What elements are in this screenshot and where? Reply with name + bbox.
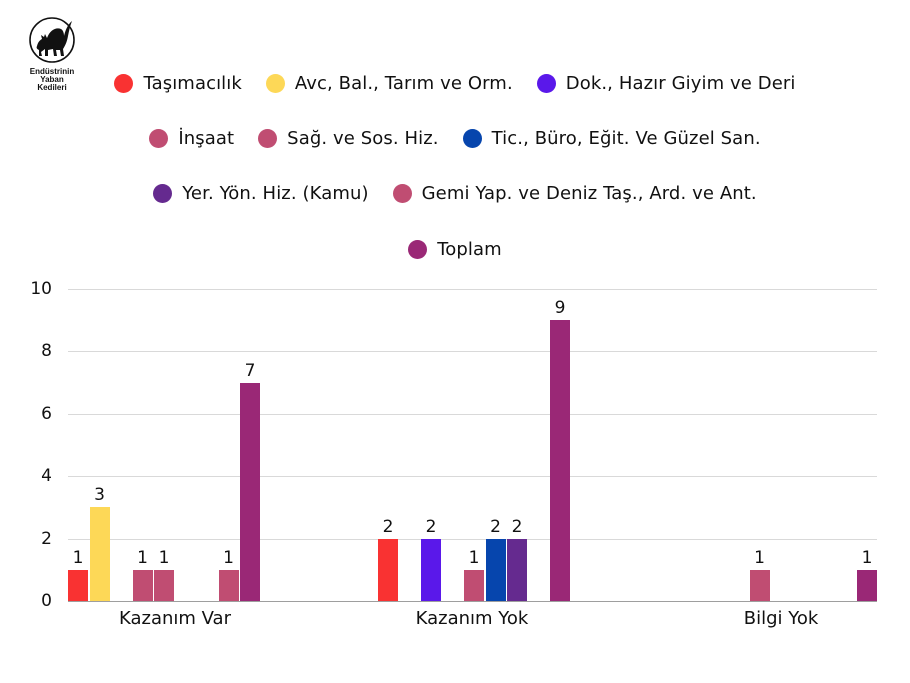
bar-value-label: 1 <box>137 547 148 568</box>
legend-item[interactable]: Toplam <box>408 239 502 260</box>
y-axis-tick-label: 4 <box>41 466 52 487</box>
bar-value-label: 1 <box>468 547 480 568</box>
bar[interactable] <box>550 320 570 601</box>
legend-label: Tic., Büro, Eğit. Ve Güzel San. <box>491 127 761 149</box>
legend-item[interactable]: İnşaat <box>149 128 234 149</box>
legend-item[interactable]: Taşımacılık <box>114 72 242 94</box>
bar[interactable] <box>749 569 770 601</box>
logo-text: Endüstrinin Yaban Kedileri <box>26 68 78 92</box>
bar[interactable] <box>218 569 239 601</box>
legend-swatch-icon <box>462 128 482 148</box>
legend-row: Toplam <box>0 238 910 260</box>
legend-item[interactable]: Yer. Yön. Hiz. (Kamu) <box>153 183 368 204</box>
legend-item[interactable]: Gemi Yap. ve Deniz Taş., Ard. ve Ant. <box>392 182 757 204</box>
bar-value-label: 2 <box>490 516 501 537</box>
black-cat-icon <box>29 17 75 63</box>
legend-swatch-icon <box>536 73 556 93</box>
y-axis-tick-label: 6 <box>41 403 52 424</box>
legend-label: Sağ. ve Sos. Hiz. <box>287 127 439 149</box>
bar-value-label: 3 <box>94 485 105 506</box>
legend-label: İnşaat <box>178 127 235 149</box>
bar-value-label: 2 <box>511 516 523 537</box>
y-axis-tick-label: 2 <box>41 528 52 549</box>
legend-swatch-icon <box>114 73 134 93</box>
logo-line-2: Yaban <box>40 75 64 84</box>
legend-item[interactable]: Avc, Bal., Tarım ve Orm. <box>265 72 513 94</box>
bar[interactable] <box>464 569 484 601</box>
x-axis-category-label: Kazanım Var <box>118 608 231 629</box>
legend-label: Yer. Yön. Hiz. (Kamu) <box>182 182 369 204</box>
gridline <box>68 476 877 478</box>
gridline <box>68 538 877 540</box>
bar-value-label: 1 <box>754 547 765 568</box>
legend-item[interactable]: Sağ. ve Sos. Hiz. <box>258 127 439 149</box>
bar[interactable] <box>421 538 441 601</box>
logo: Endüstrinin Yaban Kedileri <box>26 16 78 92</box>
legend-item[interactable]: Tic., Büro, Eğit. Ve Güzel San. <box>462 127 761 149</box>
legend-swatch-icon <box>153 183 173 203</box>
y-axis-tick-label: 8 <box>41 341 52 362</box>
bar[interactable] <box>485 538 506 601</box>
logo-line-3: Kedileri <box>37 83 67 92</box>
bar[interactable] <box>240 382 260 601</box>
legend-swatch-icon <box>258 128 278 148</box>
legend-row: İnşaat Sağ. ve Sos. Hiz. Tic., Büro, Eğit.… <box>0 127 910 149</box>
y-axis-tick-label: 10 <box>30 279 52 299</box>
legend-label: Gemi Yap. ve Deniz Taş., Ard. ve Ant. <box>421 182 757 204</box>
bar-value-label: 1 <box>158 547 170 568</box>
legend-row: Yer. Yön. Hiz. (Kamu) Gemi Yap. ve Deniz … <box>0 182 910 204</box>
bar[interactable] <box>857 569 877 601</box>
logo-line-1: Endüstrinin <box>29 67 75 76</box>
gridline <box>68 289 877 290</box>
legend-item[interactable]: Dok., Hazır Giyim ve Deri <box>536 72 796 94</box>
x-axis-category-label: Kazanım Yok <box>415 608 529 629</box>
bar-value-label: 9 <box>554 298 566 319</box>
bar-value-label: 2 <box>382 516 394 537</box>
legend-label: Dok., Hazır Giyim ve Deri <box>565 72 796 94</box>
bar[interactable] <box>132 569 153 601</box>
legend-swatch-icon <box>408 239 428 259</box>
legend-label: Toplam <box>437 238 502 260</box>
legend-row: Taşımacılık Avc, Bal., Tarım ve Orm. Dok.,… <box>0 72 910 94</box>
y-axis-tick-label: 0 <box>41 591 52 611</box>
bar-value-label: 1 <box>72 547 84 568</box>
gridline <box>68 351 877 353</box>
legend-label: Avc, Bal., Tarım ve Orm. <box>294 72 513 94</box>
legend-swatch-icon <box>149 128 169 148</box>
legend-label: Taşımacılık <box>143 72 242 94</box>
bar-value-label: 2 <box>425 516 437 537</box>
bar-value-label: 7 <box>244 360 256 381</box>
bar[interactable] <box>89 507 110 601</box>
gridline <box>68 413 877 415</box>
bar[interactable] <box>378 538 398 601</box>
bar[interactable] <box>154 569 174 601</box>
bar[interactable] <box>507 538 527 601</box>
bar[interactable] <box>68 569 88 601</box>
bar-value-label: 1 <box>861 547 873 568</box>
legend-swatch-icon <box>265 73 285 93</box>
legend-swatch-icon <box>392 183 412 203</box>
bar-value-label: 1 <box>223 547 234 568</box>
x-axis-category-label: Bilgi Yok <box>743 608 819 629</box>
x-axis-baseline <box>68 601 877 602</box>
